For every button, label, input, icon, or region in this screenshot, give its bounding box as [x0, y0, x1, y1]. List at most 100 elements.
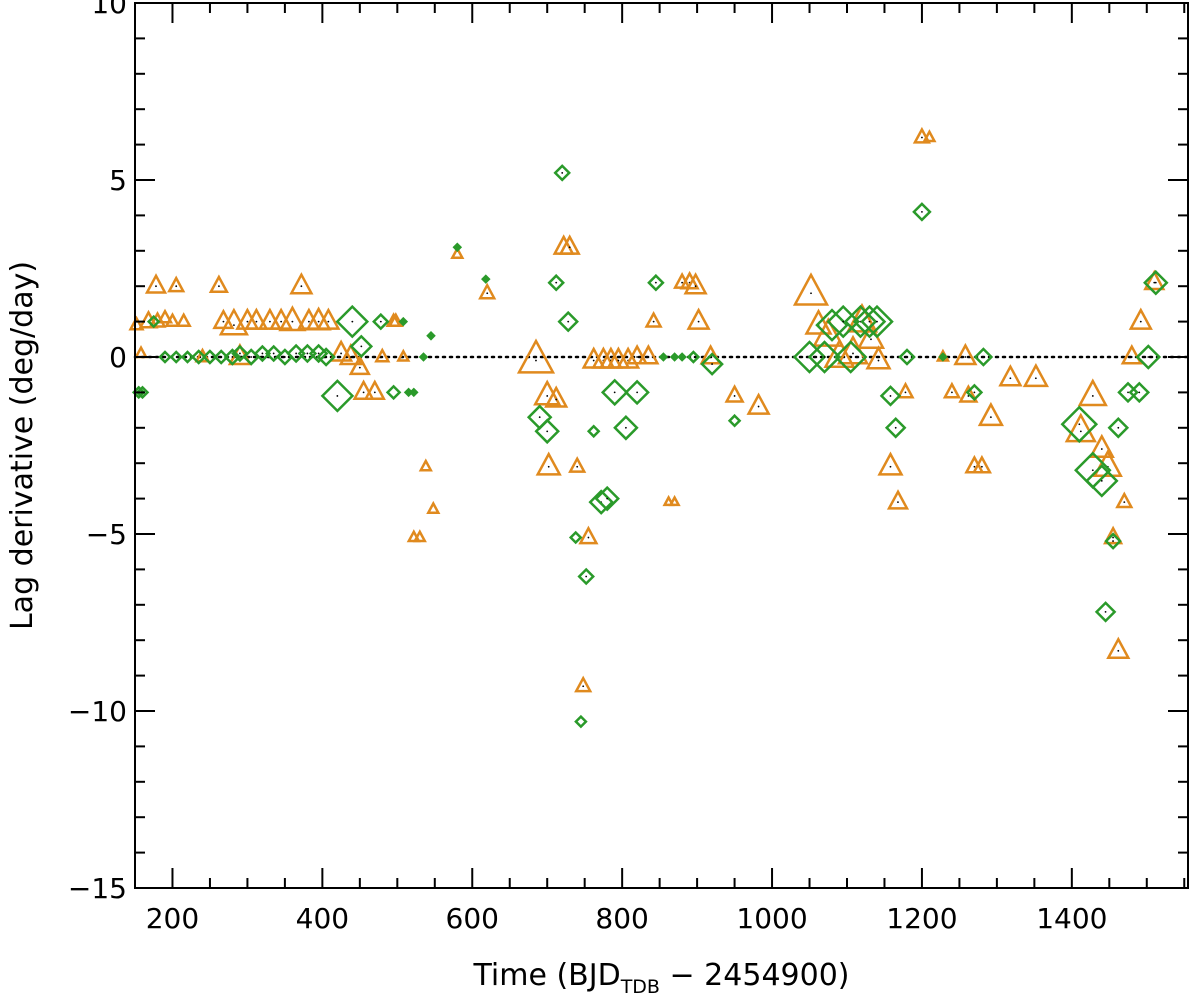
- green-diamond-point: [574, 714, 588, 729]
- orange-triangle-point: [167, 275, 186, 293]
- point-center-dot: [1138, 391, 1141, 394]
- series-green: [131, 164, 1169, 729]
- point-center-dot: [973, 465, 976, 468]
- orange-triangle-point: [138, 309, 159, 329]
- orange-triangle-point: [533, 379, 562, 406]
- point-center-dot: [349, 356, 352, 358]
- green-diamond-point: [1107, 417, 1130, 439]
- point-center-dot: [1139, 320, 1142, 323]
- x-tick-label: 1200: [886, 902, 957, 935]
- point-center-dot: [921, 136, 923, 139]
- point-center-dot: [250, 356, 253, 358]
- green-diamond-point: [1085, 464, 1119, 498]
- point-center-dot: [852, 352, 854, 355]
- green-diamond-point: [1094, 601, 1117, 623]
- green-diamond-point: [833, 340, 868, 374]
- orange-triangle-point: [683, 272, 708, 295]
- x-tick-label: 1000: [736, 902, 807, 935]
- point-center-dot: [291, 320, 294, 323]
- point-center-dot: [842, 320, 845, 323]
- green-diamond-point: [600, 378, 629, 407]
- orange-triangle-point: [865, 345, 892, 370]
- point-center-dot: [295, 352, 298, 355]
- green-diamond-point: [624, 379, 650, 406]
- orange-triangle-point: [896, 381, 915, 399]
- orange-triangle-point: [958, 384, 979, 403]
- green-diamond-point: [316, 347, 336, 367]
- point-center-dot: [681, 281, 684, 284]
- point-center-dot: [231, 356, 234, 358]
- orange-triangle-point: [1143, 269, 1166, 291]
- point-center-dot: [300, 285, 303, 288]
- point-center-dot: [1112, 536, 1114, 539]
- point-center-dot: [547, 465, 550, 468]
- orange-triangle-point: [668, 494, 681, 507]
- y-tick-label: −5: [86, 518, 127, 551]
- point-center-dot: [980, 465, 983, 468]
- orange-triangle-point: [724, 384, 745, 403]
- green-diamond-point: [879, 385, 902, 407]
- green-diamond-point: [588, 489, 614, 515]
- point-center-dot: [379, 320, 382, 323]
- point-center-dot: [1104, 610, 1107, 613]
- point-center-dot: [317, 320, 320, 323]
- orange-triangle-point: [1103, 525, 1124, 545]
- green-diamond-point: [677, 352, 687, 362]
- point-center-dot: [561, 172, 564, 174]
- point-center-dot: [538, 416, 541, 419]
- orange-triangle-point: [1092, 449, 1123, 478]
- orange-triangle-point: [804, 308, 833, 335]
- orange-triangle-point: [396, 348, 411, 362]
- orange-triangle-point: [953, 342, 978, 366]
- point-center-dot: [255, 320, 258, 323]
- green-diamond-point: [852, 304, 887, 339]
- green-diamond-point: [884, 417, 907, 439]
- green-diamond-point: [1135, 344, 1162, 370]
- orange-triangle-point: [558, 234, 581, 255]
- point-center-dot: [1147, 356, 1150, 358]
- axes-layer: [134, 2, 1189, 889]
- green-diamond-point: [452, 242, 463, 253]
- point-center-dot: [697, 320, 700, 323]
- orange-triangle-point: [823, 338, 856, 369]
- green-diamond-point: [409, 387, 419, 398]
- green-diamond-point: [1060, 405, 1099, 444]
- point-center-dot: [951, 391, 953, 394]
- point-center-dot: [546, 430, 549, 433]
- green-diamond-point: [335, 304, 370, 339]
- point-center-dot: [897, 501, 899, 504]
- orange-triangle-point: [578, 525, 599, 545]
- orange-triangle-point: [128, 315, 145, 331]
- green-diamond-point: [190, 349, 207, 365]
- point-center-dot: [306, 352, 309, 355]
- orange-triangle-point: [616, 346, 641, 369]
- data-points-layer: [128, 126, 1169, 729]
- green-diamond-point: [557, 310, 579, 333]
- orange-triangle-point: [208, 274, 229, 294]
- orange-triangle-point: [1106, 636, 1131, 660]
- green-diamond-point: [669, 352, 680, 362]
- green-diamond-point: [727, 413, 742, 428]
- point-center-dot: [1112, 540, 1114, 542]
- point-center-dot: [617, 359, 620, 362]
- point-center-dot: [823, 356, 826, 358]
- green-diamond-point: [534, 418, 560, 445]
- orange-triangle-point: [746, 392, 771, 415]
- point-center-dot: [307, 320, 310, 323]
- y-tick-label: 5: [109, 164, 127, 197]
- point-center-dot: [868, 320, 871, 323]
- point-center-dot: [1153, 281, 1156, 284]
- point-center-dot: [280, 320, 283, 323]
- green-diamond-point: [398, 316, 409, 327]
- point-center-dot: [1091, 469, 1094, 472]
- green-diamond-point: [860, 304, 894, 339]
- green-diamond-point: [586, 424, 601, 439]
- point-center-dot: [652, 320, 655, 323]
- point-center-dot: [921, 210, 923, 213]
- y-axis-label: Lag derivative (deg/day): [5, 261, 40, 630]
- point-center-dot: [636, 356, 639, 358]
- point-center-dot: [733, 395, 736, 397]
- orange-triangle-point: [338, 342, 363, 366]
- orange-triangle-point: [912, 126, 932, 144]
